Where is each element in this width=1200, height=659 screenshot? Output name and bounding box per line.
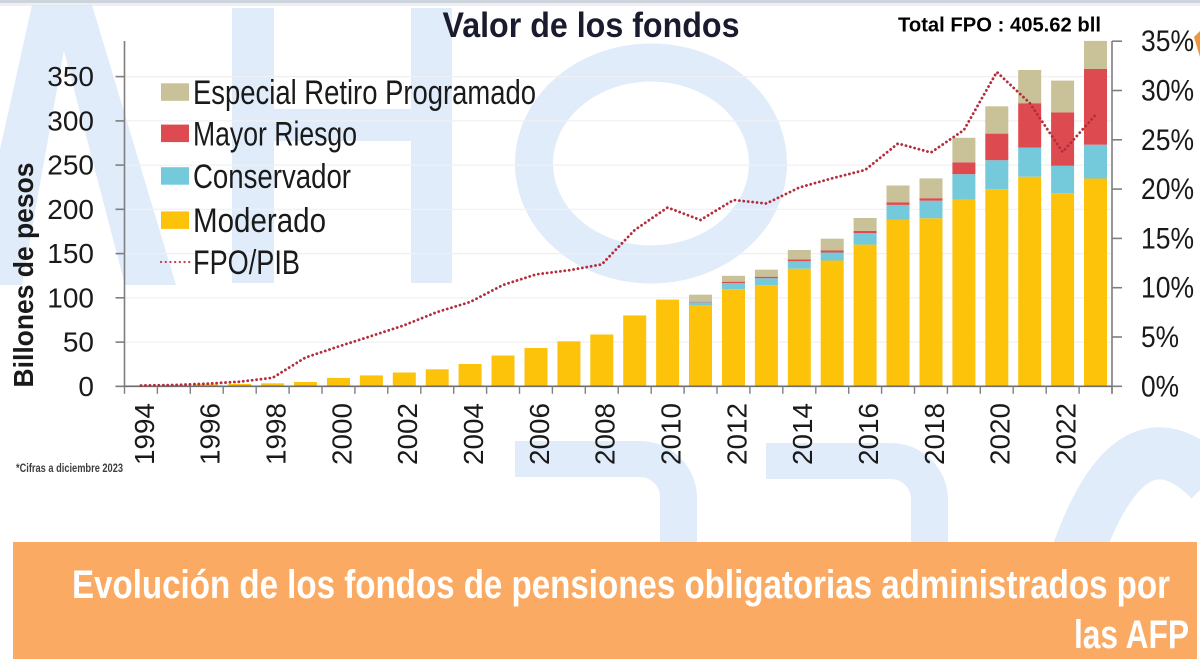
svg-text:Billones de pesos: Billones de pesos: [8, 163, 39, 388]
svg-text:10%: 10%: [1141, 272, 1194, 305]
svg-text:2012: 2012: [721, 403, 752, 465]
svg-text:15%: 15%: [1141, 222, 1194, 255]
svg-text:Evolución de los fondos de pen: Evolución de los fondos de pensiones obl…: [72, 563, 1170, 607]
svg-text:2006: 2006: [524, 403, 555, 465]
svg-text:Total FPO : 405.62 bll: Total FPO : 405.62 bll: [898, 15, 1101, 37]
svg-text:0%: 0%: [1141, 370, 1179, 403]
svg-text:200: 200: [47, 194, 94, 225]
svg-text:Moderado: Moderado: [193, 202, 326, 240]
svg-text:Especial Retiro Programado: Especial Retiro Programado: [193, 74, 536, 112]
svg-text:2014: 2014: [787, 403, 818, 465]
svg-text:Mayor Riesgo: Mayor Riesgo: [193, 115, 357, 153]
svg-text:50: 50: [63, 327, 94, 358]
svg-text:300: 300: [47, 105, 94, 136]
svg-text:35%: 35%: [1141, 25, 1194, 58]
svg-text:20%: 20%: [1141, 173, 1194, 206]
svg-text:2004: 2004: [458, 403, 489, 465]
svg-text:150: 150: [47, 238, 94, 269]
svg-text:0: 0: [78, 371, 94, 402]
svg-text:2010: 2010: [655, 403, 686, 465]
svg-text:2000: 2000: [326, 403, 357, 465]
svg-text:5%: 5%: [1141, 321, 1179, 354]
svg-text:*Cifras a diciembre 2023: *Cifras a diciembre 2023: [16, 463, 123, 475]
svg-text:2022: 2022: [1050, 403, 1081, 465]
svg-text:30%: 30%: [1141, 75, 1194, 108]
svg-text:las AFP: las AFP: [1074, 613, 1189, 657]
svg-text:1996: 1996: [195, 403, 226, 465]
svg-text:2016: 2016: [853, 403, 884, 465]
svg-text:1994: 1994: [129, 403, 160, 465]
svg-text:1998: 1998: [260, 403, 291, 465]
svg-text:25%: 25%: [1141, 124, 1194, 157]
svg-text:100: 100: [47, 282, 94, 313]
svg-text:250: 250: [47, 150, 94, 181]
svg-text:Valor de los fondos: Valor de los fondos: [443, 6, 740, 45]
svg-text:2018: 2018: [919, 403, 950, 465]
svg-text:2002: 2002: [392, 403, 423, 465]
svg-text:2008: 2008: [590, 403, 621, 465]
svg-text:2020: 2020: [985, 403, 1016, 465]
svg-text:350: 350: [47, 61, 94, 92]
svg-text:FPO/PIB: FPO/PIB: [193, 244, 300, 282]
svg-text:Conservador: Conservador: [193, 158, 351, 196]
